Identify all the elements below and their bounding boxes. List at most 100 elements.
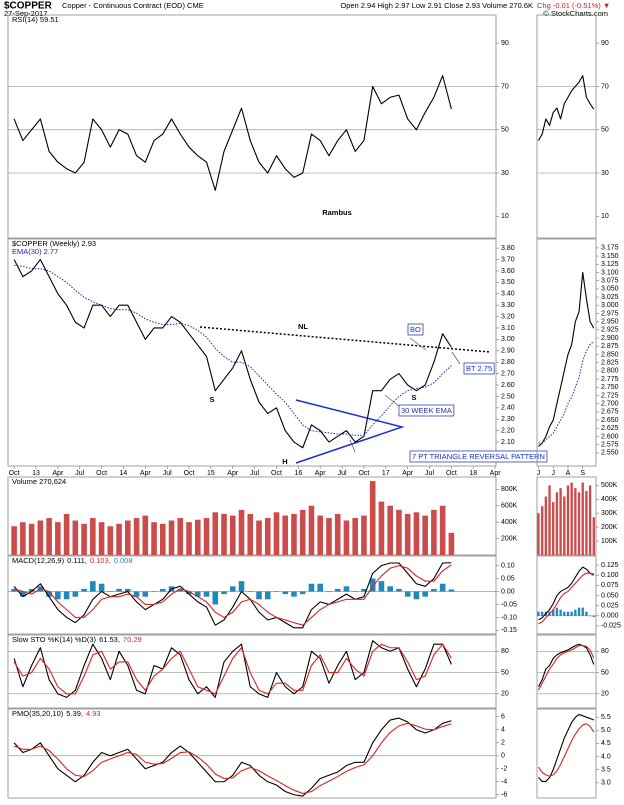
bar — [63, 591, 70, 600]
panel-frame — [7, 555, 497, 635]
bar — [229, 515, 236, 555]
panel-frame — [7, 238, 497, 467]
panel-frame — [536, 238, 597, 467]
y-tick-label: 2.700 — [601, 401, 619, 408]
panel-frame — [7, 708, 497, 799]
bar — [581, 482, 584, 555]
y-tick-label: 2.675 — [601, 409, 619, 416]
bar — [116, 523, 122, 555]
legend-entry: EMA(30) 2.77 — [12, 247, 58, 256]
y-tick-label: 4.5 — [601, 740, 611, 747]
bar — [448, 589, 455, 592]
series-line — [538, 566, 595, 621]
bar — [247, 591, 254, 593]
y-tick-label: 500K — [601, 482, 618, 489]
x-tick-label: Apr — [490, 470, 502, 477]
bar — [282, 591, 289, 595]
y-tick-label: 800K — [501, 486, 518, 493]
bar — [592, 517, 595, 555]
y-tick-label: 0.05 — [501, 575, 515, 582]
legend: RSI(14) 59.51 — [12, 15, 59, 24]
legend-entry: 4.93 — [86, 709, 101, 718]
legend-entry: 0.103, — [90, 556, 111, 565]
x-tick-label: J — [537, 470, 541, 477]
bar — [448, 532, 455, 555]
series-line — [13, 640, 452, 698]
x-tick-label: Apr — [140, 470, 152, 477]
y-tick-label: 100K — [601, 538, 618, 545]
bar — [308, 505, 315, 555]
y-tick-label: 3.100 — [601, 269, 619, 276]
bar — [11, 588, 17, 592]
legend-entry: RSI(14) 59.51 — [12, 15, 59, 24]
y-tick-label: 0.075 — [601, 582, 619, 589]
legend-entry: 0.008 — [114, 556, 133, 565]
y-tick-label: 80 — [601, 648, 609, 655]
bar — [37, 520, 44, 555]
x-tick-label: Apr — [402, 470, 414, 477]
y-tick-label: 2.800 — [601, 368, 619, 375]
bar — [422, 515, 428, 555]
x-tick-label: Apr — [227, 470, 239, 477]
bar — [55, 522, 61, 555]
legend-entry: 61.53, — [99, 635, 120, 644]
bar — [159, 588, 166, 592]
annotation: 7 PT TRIANGLE REVERSAL PATTERN — [412, 452, 545, 461]
y-tick-label: 200K — [501, 535, 518, 542]
y-tick-label: 6 — [501, 714, 505, 721]
bar — [229, 586, 236, 592]
bar — [413, 512, 420, 555]
bar — [544, 496, 548, 555]
bar — [133, 518, 140, 555]
series-line — [13, 643, 452, 695]
bar — [194, 519, 201, 555]
series-line — [13, 75, 452, 191]
y-tick-label: 3.025 — [601, 294, 619, 301]
triangle — [295, 399, 405, 464]
x-tick-label: Jul — [250, 470, 259, 477]
bar — [577, 607, 581, 616]
y-tick-label: 2.725 — [601, 392, 619, 399]
bar — [592, 615, 595, 617]
y-tick-label: 2.925 — [601, 327, 619, 334]
y-tick-label: 2.50 — [501, 393, 515, 400]
annotation: BT 2.75 — [466, 364, 492, 373]
y-tick-label: 0.025 — [601, 602, 619, 609]
y-tick-label: 0.00 — [501, 588, 515, 595]
bar — [431, 588, 437, 592]
bar — [404, 591, 411, 597]
bar — [291, 591, 297, 597]
bar — [221, 591, 227, 595]
bar — [177, 588, 184, 592]
y-tick-label: -0.025 — [601, 623, 621, 630]
bar — [46, 518, 52, 555]
y-tick-label: 2.950 — [601, 319, 619, 326]
y-tick-label: 3.60 — [501, 268, 515, 275]
bar — [559, 488, 562, 555]
bar — [194, 591, 201, 597]
y-tick-label: -2 — [501, 766, 507, 773]
bar — [352, 518, 358, 555]
bar — [378, 581, 385, 592]
y-tick-label: 70 — [501, 83, 509, 90]
bar — [404, 513, 411, 555]
bar — [574, 488, 577, 555]
pointer — [451, 351, 461, 365]
annotation: BO — [410, 325, 421, 334]
y-tick-label: 30 — [501, 170, 509, 177]
x-tick-label: 14 — [120, 470, 128, 477]
bar — [588, 485, 592, 555]
y-tick-label: 3.40 — [501, 291, 515, 298]
series-line — [13, 258, 452, 449]
y-tick-label: 30 — [601, 170, 609, 177]
bar — [238, 581, 245, 592]
series-line — [537, 645, 595, 691]
y-tick-label: 2.650 — [601, 417, 619, 424]
x-tick-label: Oct — [358, 470, 369, 477]
y-tick-label: 70 — [601, 83, 609, 90]
bar — [72, 520, 79, 555]
panel-frame — [536, 634, 597, 709]
y-tick-label: 2.625 — [601, 425, 619, 432]
bar — [125, 520, 131, 555]
bar — [369, 481, 376, 555]
